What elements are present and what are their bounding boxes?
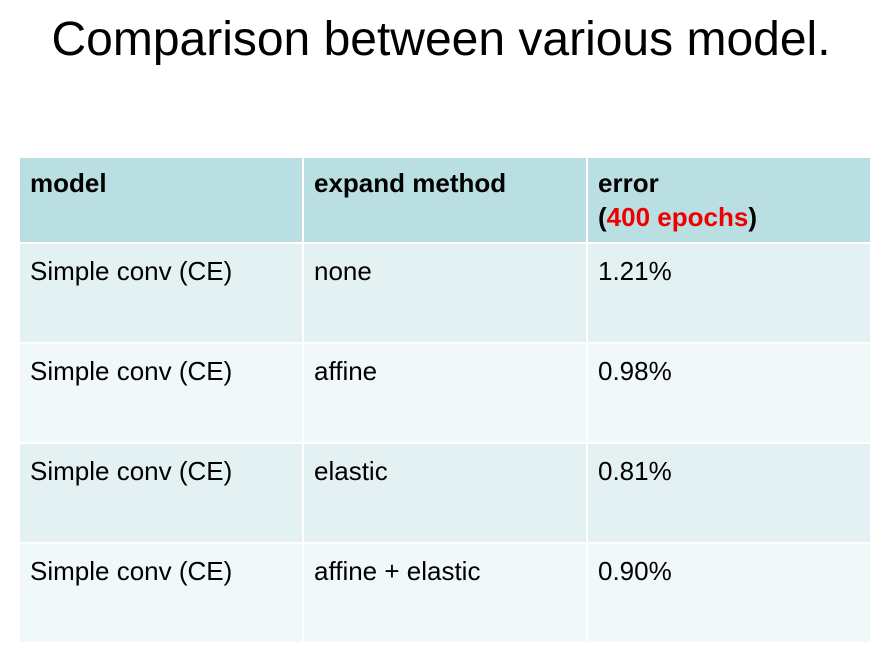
comparison-table: model expand method error (400 epochs) S… bbox=[18, 156, 872, 644]
cell-expand-method: none bbox=[302, 242, 588, 344]
header-error: error (400 epochs) bbox=[586, 156, 872, 244]
table-header-row: model expand method error (400 epochs) bbox=[18, 156, 872, 244]
cell-expand-method: elastic bbox=[302, 442, 588, 544]
header-error-note-open: ( bbox=[598, 202, 607, 232]
slide-title: Comparison between various model. bbox=[51, 13, 831, 66]
cell-error: 0.90% bbox=[586, 542, 872, 644]
table-row: Simple conv (CE) elastic 0.81% bbox=[18, 442, 872, 544]
cell-error: 0.81% bbox=[586, 442, 872, 544]
header-model: model bbox=[18, 156, 304, 244]
cell-error: 0.98% bbox=[586, 342, 872, 444]
cell-expand-method: affine bbox=[302, 342, 588, 444]
cell-model: Simple conv (CE) bbox=[18, 442, 304, 544]
header-error-label: error bbox=[598, 168, 659, 198]
header-error-note-close: ) bbox=[748, 202, 757, 232]
cell-expand-method: affine + elastic bbox=[302, 542, 588, 644]
cell-model: Simple conv (CE) bbox=[18, 342, 304, 444]
cell-model: Simple conv (CE) bbox=[18, 542, 304, 644]
table-row: Simple conv (CE) none 1.21% bbox=[18, 242, 872, 344]
table-row: Simple conv (CE) affine 0.98% bbox=[18, 342, 872, 444]
header-expand-method: expand method bbox=[302, 156, 588, 244]
cell-model: Simple conv (CE) bbox=[18, 242, 304, 344]
cell-error: 1.21% bbox=[586, 242, 872, 344]
header-error-note: 400 epochs bbox=[606, 202, 749, 232]
table-row: Simple conv (CE) affine + elastic 0.90% bbox=[18, 542, 872, 644]
